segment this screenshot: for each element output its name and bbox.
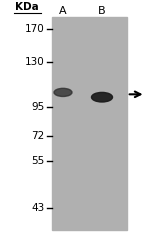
Ellipse shape	[92, 92, 112, 102]
Text: 170: 170	[24, 24, 44, 34]
Bar	[52, 17, 127, 230]
Text: 72: 72	[31, 131, 44, 141]
Text: 95: 95	[31, 102, 44, 112]
Text: KDa: KDa	[15, 2, 39, 12]
Text: 130: 130	[24, 57, 44, 67]
Ellipse shape	[54, 88, 72, 96]
Text: 43: 43	[31, 203, 44, 213]
Text: A: A	[59, 6, 67, 16]
Text: B: B	[98, 6, 106, 16]
Text: 55: 55	[31, 156, 44, 166]
